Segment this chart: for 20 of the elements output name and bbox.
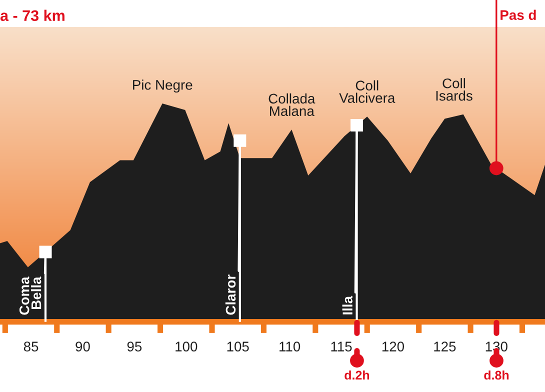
x-tick-label: 105 <box>227 342 249 352</box>
x-tick-label: 85 <box>24 342 38 352</box>
x-tick-label: 100 <box>176 342 198 352</box>
x-tick-label: 120 <box>382 342 404 352</box>
annotation: Pic Negre <box>133 80 192 93</box>
text: d.2h <box>344 370 370 380</box>
x-tick-label: 125 <box>434 342 456 352</box>
chart-title: a - 73 km <box>0 10 64 22</box>
x-tick-label: 115 <box>331 342 352 352</box>
annotation: Coll Isards <box>436 78 472 101</box>
annotation: Coll Valcivera <box>339 80 396 103</box>
x-tick-label: 110 <box>280 342 300 352</box>
x-tick-label: 90 <box>76 342 90 352</box>
text: d.8h <box>484 370 509 380</box>
annotation: Illa <box>342 296 352 314</box>
x-tick-label: 95 <box>127 342 142 352</box>
annotation: Claror <box>225 274 236 315</box>
annotation: Collada Malana <box>268 93 316 116</box>
annotation: Coma Bella <box>19 276 42 315</box>
legend-label: Pas d <box>500 10 536 20</box>
